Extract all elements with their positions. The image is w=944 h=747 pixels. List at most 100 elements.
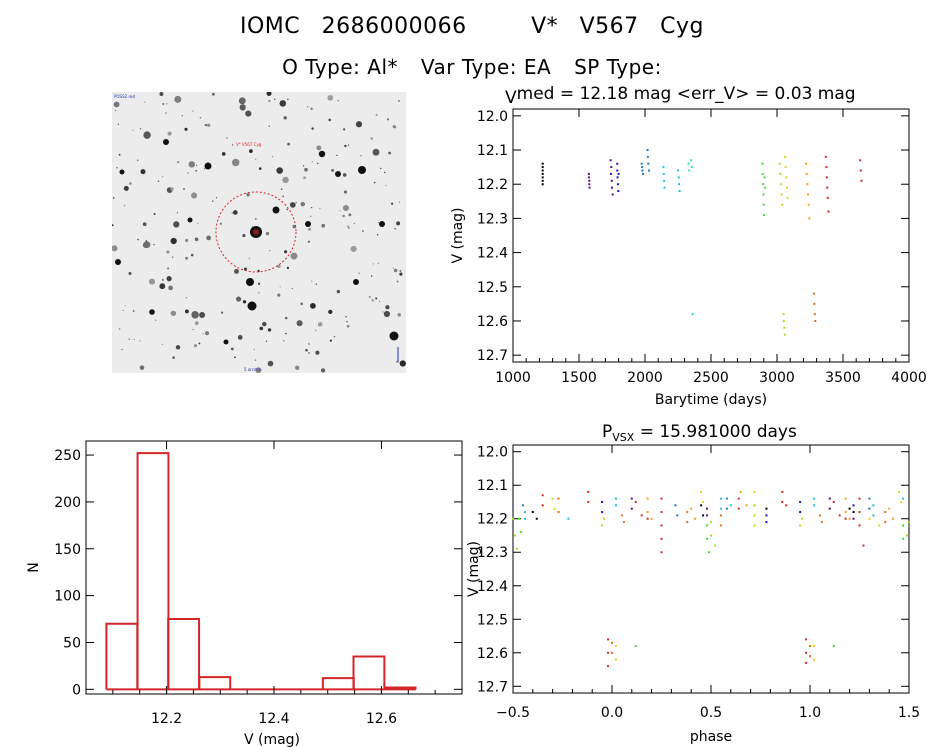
star [267,360,274,367]
star [193,344,198,348]
lc-point [782,319,785,322]
star [303,176,307,180]
star [212,200,214,202]
phase-point [515,547,518,550]
lc-point [609,159,612,162]
phase-ytick-label: 12.5 [477,612,508,628]
lc-xtick-label: 2500 [693,370,729,386]
lc-point [826,196,829,199]
star [112,245,118,252]
lc-xtick-label: 2000 [627,370,663,386]
star [311,127,314,130]
simbad-name: V* V567 Cyg [531,14,705,39]
star [308,227,312,231]
phase-xtick-label: 1.0 [799,705,821,721]
star [132,310,135,312]
phase-point [719,497,722,500]
star [243,267,248,271]
bright-star [223,339,229,345]
phase-point [729,504,732,507]
star-field [112,92,406,373]
star [235,211,237,213]
phase-point [878,524,881,527]
star [348,213,352,217]
star [308,343,310,346]
lc-point [687,162,690,165]
lc-title: Vmed = 12.18 mag <err_V> = 0.03 mag [505,84,856,108]
lc-point [860,179,863,182]
lc-point [642,172,645,175]
phase-point [614,504,617,507]
phase-point [557,497,560,500]
star [237,335,243,340]
hist-xtick-label: 12.2 [151,711,182,727]
phase-point [700,490,703,493]
lc-point [609,172,612,175]
star [206,235,211,241]
hist-ytick-label: 100 [54,589,81,605]
star [176,160,180,164]
star [343,190,348,194]
phase-point [739,490,742,493]
star [166,250,170,254]
star [277,293,281,297]
phase-point [630,507,633,510]
phase-point [674,504,677,507]
lc-point [616,169,619,172]
star [254,359,257,361]
lc-point [782,313,785,316]
star [392,267,394,269]
star [397,313,402,317]
phase-point [567,517,570,520]
object-type: O Type: Al* [282,55,399,79]
phase-point [900,500,903,503]
star [311,280,313,282]
star [370,137,374,140]
lc-ytick-label: 12.2 [477,177,508,193]
phase-point [872,504,875,507]
phase-point [650,517,653,520]
star [375,297,378,300]
phase-point [781,490,784,493]
bright-star [353,279,359,285]
lc-ytick-label: 12.5 [477,280,508,296]
lc-ytick-label: 12.6 [477,314,508,330]
star [236,296,242,302]
star [399,272,403,276]
bright-star [335,171,341,177]
phase-point [708,551,711,554]
lc-point [611,193,614,196]
phase-point [706,507,709,510]
phase-point [523,517,526,520]
lc-point [783,155,786,158]
phase-point [676,514,679,517]
phase-point [832,645,835,648]
star [254,158,257,161]
star [137,238,139,241]
lc-ytick-label: 12.4 [477,246,508,262]
bright-star [247,301,257,311]
star [310,215,312,218]
lc-point [778,162,781,165]
phase-point [765,514,768,517]
phase-point [660,497,663,500]
lc-point [588,183,591,186]
star [346,324,350,328]
phase-point [620,514,623,517]
lc-point [807,203,810,206]
star [175,226,177,228]
star [232,210,238,215]
phase-point [706,514,709,517]
star [399,269,402,272]
star [336,289,341,294]
phase-point [858,524,861,527]
star [129,182,132,185]
phase-point [868,517,871,520]
phase-point [553,507,556,510]
phase-point [852,517,855,520]
star [185,239,189,242]
lc-point [541,166,544,169]
star [167,131,172,136]
lc-point [826,186,829,189]
lc-ytick-label: 12.0 [477,109,508,125]
